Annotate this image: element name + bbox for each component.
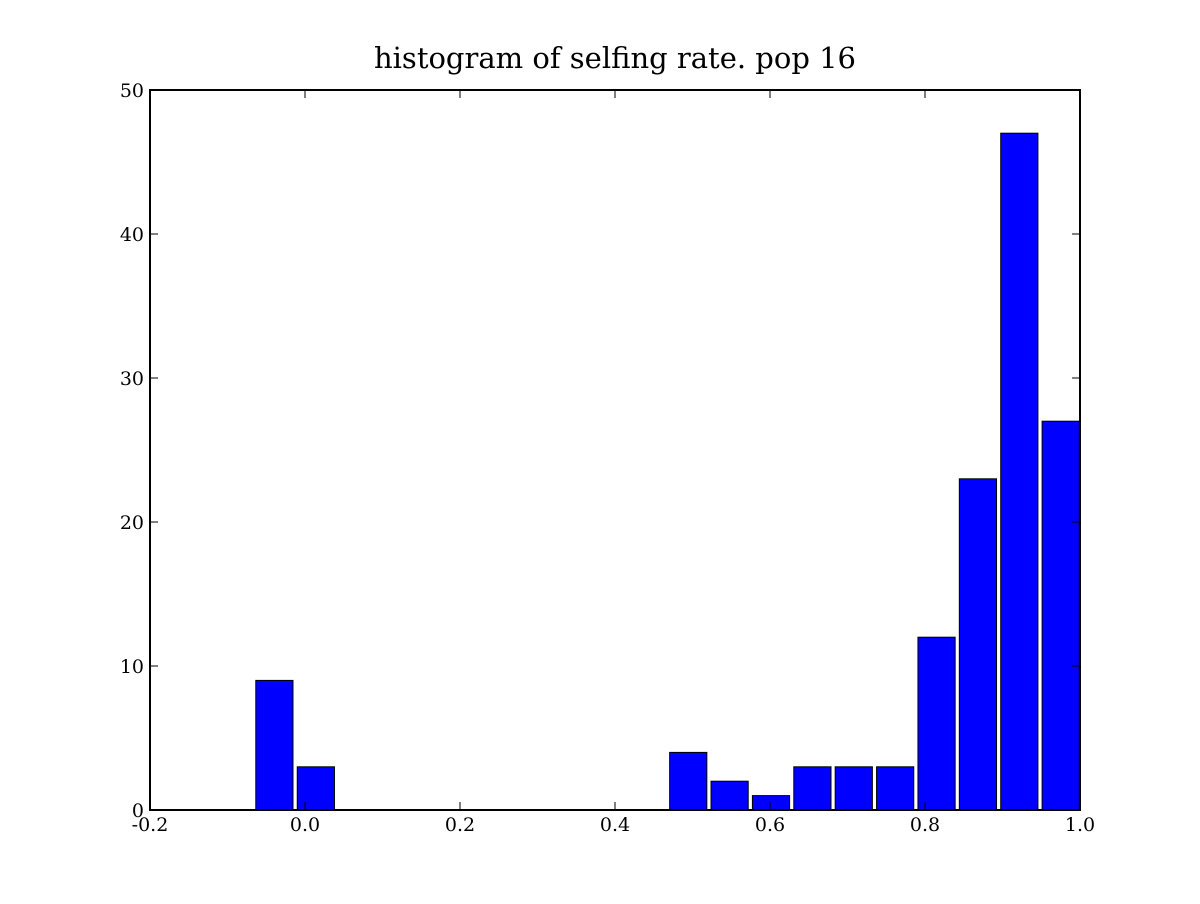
histogram-bar-2 bbox=[296, 766, 335, 811]
x-tick-label: 1.0 bbox=[1065, 814, 1095, 836]
x-tick-label: 0.8 bbox=[910, 814, 940, 836]
histogram-bar-1 bbox=[255, 679, 294, 811]
y-tick-label: 0 bbox=[132, 800, 144, 822]
histogram-bar-9 bbox=[917, 636, 956, 811]
ticks-layer: -0.2 0.0 0.2 0.4 0.6 0.8 1.0 0 10 20 30 40 50 bbox=[120, 80, 1095, 836]
histogram-bar-6 bbox=[793, 766, 832, 811]
chart-title: histogram of selfing rate. pop 16 bbox=[374, 41, 856, 75]
histogram-bar-12 bbox=[1041, 420, 1080, 811]
x-tick-label: 0.2 bbox=[445, 814, 475, 836]
x-tick-label: -0.2 bbox=[132, 814, 169, 836]
y-tick-label: 40 bbox=[120, 224, 144, 246]
y-tick-label: 30 bbox=[120, 368, 144, 390]
histogram-bar-4 bbox=[710, 780, 749, 811]
plot-area-frame bbox=[149, 89, 1081, 811]
histogram-bar-3 bbox=[669, 751, 708, 811]
y-tick-label: 50 bbox=[120, 80, 144, 102]
histogram-bar-10 bbox=[958, 478, 998, 811]
histogram-bar-5 bbox=[751, 795, 791, 811]
bars-layer bbox=[255, 132, 1080, 811]
y-tick-label: 10 bbox=[120, 656, 144, 678]
histogram-bar-7 bbox=[834, 766, 873, 811]
x-tick-label: 0.4 bbox=[600, 814, 630, 836]
histogram-bar-8 bbox=[876, 766, 915, 811]
histogram-bar-11 bbox=[1000, 132, 1039, 811]
x-tick-label: 0.6 bbox=[755, 814, 785, 836]
y-tick-label: 20 bbox=[120, 512, 144, 534]
x-tick-label: 0.0 bbox=[290, 814, 320, 836]
